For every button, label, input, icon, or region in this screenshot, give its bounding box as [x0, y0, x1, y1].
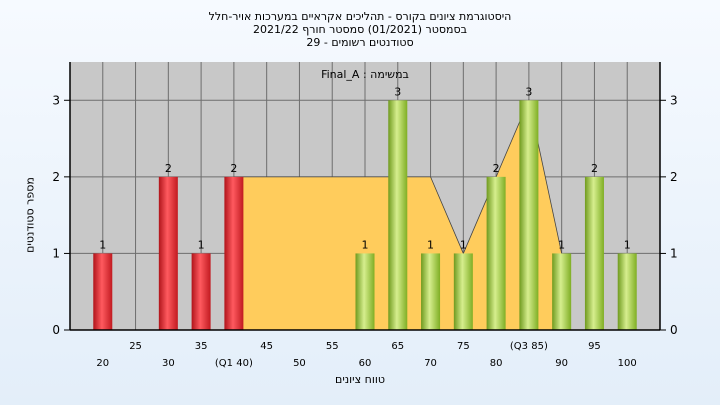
x-tick-label-85: (Q3 85) — [510, 341, 548, 352]
x-tick-label-90: 90 — [555, 358, 568, 369]
y-tick-label-right-2: 2 — [670, 170, 678, 184]
bar-label-100: 1 — [624, 238, 631, 251]
x-tick-label-35: 35 — [195, 341, 208, 352]
bar-65 — [388, 100, 408, 331]
bar-label-65: 3 — [394, 85, 401, 98]
x-tick-label-40: (Q1 40) — [215, 358, 253, 369]
title-line-2: בסמסטר (01/2021) סמסטר חורף 2021/22 — [253, 23, 467, 36]
bar-label-80: 2 — [493, 162, 500, 175]
bar-label-35: 1 — [198, 238, 205, 251]
y-tick-label-left-3: 3 — [52, 93, 60, 107]
bar-80 — [486, 176, 506, 330]
y-tick-label-left-0: 0 — [52, 323, 60, 337]
x-tick-label-80: 80 — [490, 358, 503, 369]
title-line-3: סטודנטים רשומים - 29 — [306, 36, 414, 49]
bar-label-60: 1 — [362, 238, 369, 251]
bar-label-85: 3 — [525, 85, 532, 98]
x-tick-label-65: 65 — [391, 341, 404, 352]
x-tick-label-30: 30 — [162, 358, 175, 369]
y-tick-label-right-1: 1 — [670, 246, 678, 260]
bar-100 — [617, 253, 637, 330]
bar-75 — [453, 253, 473, 330]
x-tick-label-50: 50 — [293, 358, 306, 369]
bar-85 — [519, 100, 539, 331]
bar-60 — [355, 253, 375, 330]
x-tick-label-20: 20 — [96, 358, 109, 369]
y-tick-label-left-1: 1 — [52, 246, 60, 260]
y-tick-label-right-0: 0 — [670, 323, 678, 337]
x-axis-label: טווח ציונים — [335, 373, 385, 386]
y-tick-label-left-2: 2 — [52, 170, 60, 184]
bar-90 — [552, 253, 572, 330]
chart-title: היסטוגרמת ציונים בקורס - תהליכים אקראיים… — [0, 10, 720, 49]
bar-label-30: 2 — [165, 162, 172, 175]
bar-70 — [421, 253, 441, 330]
y-axis-label: מספר סטודנטים — [23, 177, 37, 253]
bar-label-90: 1 — [558, 238, 565, 251]
x-tick-label-75: 75 — [457, 341, 470, 352]
bar-label-95: 2 — [591, 162, 598, 175]
bar-label-40: 2 — [230, 162, 237, 175]
bar-40 — [224, 176, 244, 330]
x-tick-label-60: 60 — [359, 358, 372, 369]
bar-label-20: 1 — [99, 238, 106, 251]
x-tick-label-55: 55 — [326, 341, 339, 352]
bar-35 — [191, 253, 211, 330]
x-tick-label-25: 25 — [129, 341, 142, 352]
bar-30 — [158, 176, 178, 330]
bar-95 — [584, 176, 604, 330]
x-tick-label-95: 95 — [588, 341, 601, 352]
x-tick-label-45: 45 — [260, 341, 273, 352]
x-tick-label-70: 70 — [424, 358, 437, 369]
chart-annotation: Final_A : במשימה — [321, 68, 409, 81]
bar-20 — [93, 253, 113, 330]
title-line-1: היסטוגרמת ציונים בקורס - תהליכים אקראיים… — [208, 10, 512, 23]
y-tick-label-right-3: 3 — [670, 93, 678, 107]
x-tick-label-100: 100 — [618, 358, 637, 369]
bar-label-70: 1 — [427, 238, 434, 251]
bar-label-75: 1 — [460, 238, 467, 251]
